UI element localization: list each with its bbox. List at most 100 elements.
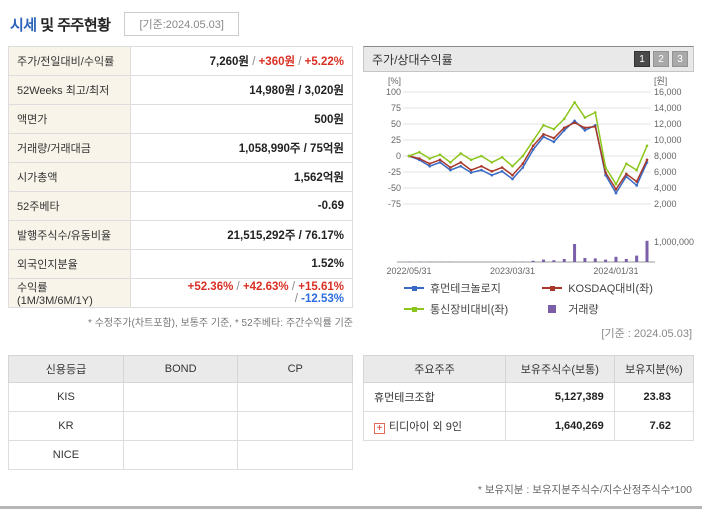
svg-text:8,000: 8,000 — [654, 151, 677, 161]
bottom-section: 신용등급 BOND CP KIS KR — [8, 355, 695, 470]
svg-text:10,000: 10,000 — [654, 135, 682, 145]
bond-rating — [122, 440, 239, 470]
return-1m: +52.36% — [187, 281, 234, 293]
table-header-row: 주요주주 보유주식수(보통) 보유지분(%) — [363, 355, 695, 383]
svg-text:12,000: 12,000 — [654, 119, 682, 129]
chart-view-button-3[interactable]: 3 — [672, 51, 688, 67]
svg-text:-25: -25 — [388, 167, 401, 177]
legend-item: KOSDAQ대비(좌) — [542, 280, 653, 296]
row-value: 1,058,990주 / 75억원 — [130, 133, 353, 163]
table-row: 수익률 (1M/3M/6M/1Y) +52.36% / +42.63% / +1… — [8, 278, 353, 308]
column-header: BOND — [122, 355, 239, 383]
bond-rating — [122, 382, 239, 412]
line-swatch-icon — [404, 306, 425, 312]
column-header: 보유주식수(보통) — [504, 355, 615, 383]
row-label: 수익률 (1M/3M/6M/1Y) — [8, 278, 131, 308]
row-value: 1,562억원 — [130, 162, 353, 192]
row-label: 발행주식수/유동비율 — [8, 220, 131, 250]
chart-panel-header: 주가/상대수익률 1 2 3 — [363, 46, 694, 72]
credit-column: 신용등급 BOND CP KIS KR — [8, 355, 353, 470]
agency-name: KR — [8, 411, 124, 441]
bar-swatch-icon — [548, 305, 557, 313]
legend-item: 통신장비대비(좌) — [404, 301, 508, 317]
svg-text:2024/01/31: 2024/01/31 — [593, 266, 638, 276]
svg-text:2022/05/31: 2022/05/31 — [386, 266, 431, 276]
column-header: 주요주주 — [363, 355, 506, 383]
expand-plus-icon[interactable] — [374, 423, 385, 435]
stake-percent: 7.62 — [613, 411, 695, 441]
return-6m: +15.61% — [298, 281, 344, 293]
return-1y: -12.53% — [301, 293, 344, 305]
page-title: 시세 및 주주현황 — [10, 14, 111, 35]
reference-date-badge: [기준:2024.05.03] — [124, 12, 239, 36]
chart-view-button-1[interactable]: 1 — [634, 51, 650, 67]
agency-name: KIS — [8, 382, 124, 412]
svg-text:50: 50 — [391, 119, 401, 129]
current-price: 7,260원 — [209, 56, 249, 68]
chart-reference-date: [기준 : 2024.05.03] — [601, 328, 692, 340]
column-header: CP — [237, 355, 353, 383]
row-value: +52.36% / +42.63% / +15.61% / -12.53% — [130, 278, 353, 308]
major-shareholders-table: 주요주주 보유주식수(보통) 보유지분(%) 휴먼테크조합 5,127,389 … — [363, 355, 695, 441]
row-value: 1.52% — [130, 249, 353, 279]
svg-text:100: 100 — [386, 87, 401, 97]
shares-held: 5,127,389 — [504, 382, 615, 412]
cp-rating — [237, 440, 353, 470]
price-change-rate: +5.22% — [304, 56, 344, 68]
row-label: 주가/전일대비/수익률 — [8, 46, 131, 76]
svg-text:1,000,000: 1,000,000 — [654, 237, 694, 247]
quote-footnote: * 수정주가(차트포함), 보통주 기준, * 52주베타: 주간수익률 기준 — [88, 318, 353, 329]
svg-text:-75: -75 — [388, 199, 401, 209]
svg-text:2023/03/31: 2023/03/31 — [490, 266, 535, 276]
svg-text:-50: -50 — [388, 183, 401, 193]
svg-text:14,000: 14,000 — [654, 103, 682, 113]
svg-text:2,000: 2,000 — [654, 199, 677, 209]
row-label: 52주베타 — [8, 191, 131, 221]
table-row: 휴먼테크조합 5,127,389 23.83 — [363, 382, 695, 412]
shareholders-column: 주요주주 보유주식수(보통) 보유지분(%) 휴먼테크조합 5,127,389 … — [363, 355, 695, 470]
svg-text:16,000: 16,000 — [654, 87, 682, 97]
price-relative-return-chart: 100 16,000 75 14,000 50 12,000 25 10,000 0 8,000 -… — [386, 76, 694, 276]
row-value: 500원 — [130, 104, 353, 134]
table-row: 52Weeks 최고/최저 14,980원 / 3,020원 — [8, 75, 353, 105]
credit-rating-table: 신용등급 BOND CP KIS KR — [8, 355, 353, 470]
table-row: 외국인지분율 1.52% — [8, 249, 353, 279]
chart-title: 주가/상대수익률 — [372, 52, 453, 67]
row-value: -0.69 — [130, 191, 353, 221]
line-swatch-icon — [404, 285, 425, 291]
return-3m: +42.63% — [242, 281, 289, 293]
svg-text:0: 0 — [396, 151, 401, 161]
cp-rating — [237, 382, 353, 412]
svg-text:[원]: [원] — [654, 76, 667, 86]
table-row: 시가총액 1,562억원 — [8, 162, 353, 192]
table-header-row: 신용등급 BOND CP — [8, 355, 353, 383]
table-row: KR — [8, 411, 353, 441]
shareholder-name: 휴먼테크조합 — [363, 382, 506, 412]
table-row: 티디아이 외 9인 1,640,269 7.62 — [363, 411, 695, 441]
legend-label: 거래량 — [568, 304, 599, 316]
top-section: 주가/전일대비/수익률 7,260원 / +360원 / +5.22% 52We… — [8, 46, 694, 341]
quote-column: 주가/전일대비/수익률 7,260원 / +360원 / +5.22% 52We… — [8, 46, 353, 341]
agency-name: NICE — [8, 440, 124, 470]
quote-table: 주가/전일대비/수익률 7,260원 / +360원 / +5.22% 52We… — [8, 46, 353, 308]
page-title-rest: 및 주주현황 — [36, 16, 111, 34]
shareholder-name: 티디아이 외 9인 — [363, 411, 506, 441]
stake-footnote: * 보유지분 : 보유지분주식수/지수산정주식수*100 — [477, 484, 692, 496]
chart-panel: 주가/상대수익률 1 2 3 100 16,000 75 14,000 50 12,000… — [363, 46, 694, 341]
legend-label: 통신장비대비(좌) — [430, 304, 509, 316]
stake-percent: 23.83 — [613, 382, 695, 412]
table-row: 52주베타 -0.69 — [8, 191, 353, 221]
row-label: 52Weeks 최고/최저 — [8, 75, 131, 105]
row-value: 7,260원 / +360원 / +5.22% — [130, 46, 353, 76]
svg-text:6,000: 6,000 — [654, 167, 677, 177]
price-change: +360원 — [258, 56, 296, 68]
row-label: 거래량/거래대금 — [8, 133, 131, 163]
chart-view-button-2[interactable]: 2 — [653, 51, 669, 67]
chart-view-buttons: 1 2 3 — [634, 51, 688, 67]
svg-text:4,000: 4,000 — [654, 183, 677, 193]
shares-held: 1,640,269 — [504, 411, 615, 441]
row-value: 21,515,292주 / 76.17% — [130, 220, 353, 250]
column-header: 보유지분(%) — [613, 355, 695, 383]
legend-item: 거래량 — [542, 301, 653, 317]
